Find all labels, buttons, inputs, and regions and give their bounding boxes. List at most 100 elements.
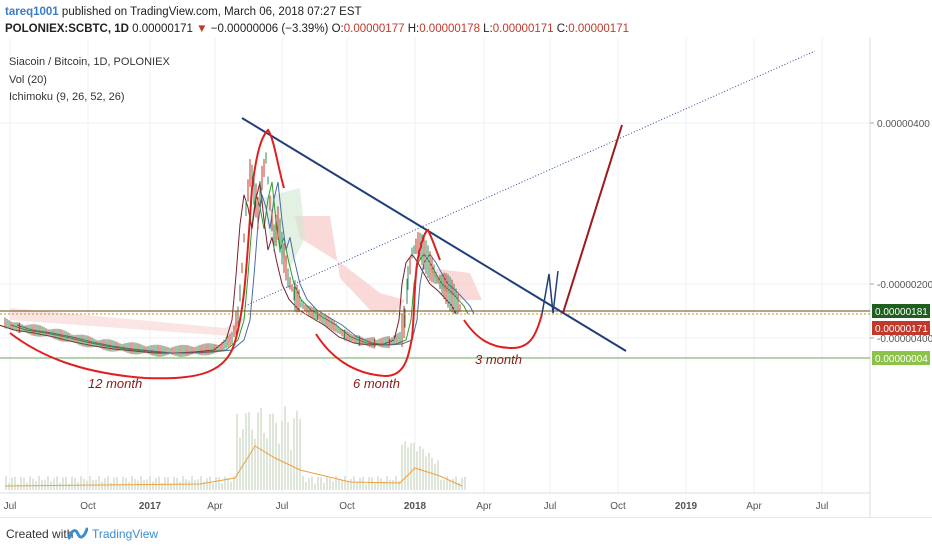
- cloud-region: [10, 308, 250, 336]
- volume-bar: [377, 476, 379, 490]
- volume-bar: [287, 422, 289, 490]
- volume-bar: [344, 476, 346, 490]
- volume-bar: [452, 478, 454, 490]
- volume-bar: [269, 413, 271, 490]
- volume-bar: [263, 433, 265, 490]
- volume-bar: [143, 480, 145, 490]
- volume-bar: [383, 481, 385, 490]
- volume-bar: [353, 476, 355, 490]
- volume-bar: [68, 483, 70, 490]
- volume-bar: [446, 476, 448, 490]
- volume-bar: [188, 480, 190, 490]
- author-link[interactable]: tareq1001: [5, 6, 59, 18]
- volume-bar: [440, 479, 442, 490]
- volume-bar: [314, 483, 316, 490]
- publish-line: tareq1001 published on TradingView.com, …: [5, 6, 362, 18]
- volume-bar: [410, 443, 412, 490]
- volume-bar: [239, 437, 241, 490]
- volume-bar: [380, 478, 382, 490]
- x-tick-label: 2018: [404, 501, 427, 512]
- volume-bar: [194, 480, 196, 490]
- legend-ichimoku[interactable]: Ichimoku (9, 26, 52, 26): [9, 91, 125, 103]
- volume-bar: [14, 476, 16, 490]
- volume-bar: [365, 483, 367, 490]
- volume-bar: [101, 481, 103, 490]
- price-axis[interactable]: 0.000010000.000008000.000006000.00000400…: [870, 38, 932, 345]
- price-chart[interactable]: 0.000010000.000008000.000006000.00000400…: [0, 38, 932, 518]
- volume-bar: [137, 480, 139, 490]
- volume-bar: [347, 480, 349, 490]
- volume-bar: [209, 476, 211, 490]
- volume-ma: [4, 445, 463, 487]
- open-label: O:: [331, 23, 344, 35]
- low-value: 0.00000171: [492, 23, 554, 35]
- low-label: L:: [483, 23, 493, 35]
- volume-bar: [65, 476, 67, 490]
- change-value: −0.00000006 (−3.39%): [210, 23, 329, 35]
- legend-volume[interactable]: Vol (20): [9, 74, 47, 86]
- volume-bar: [335, 476, 337, 490]
- volume-bar: [110, 482, 112, 490]
- volume-bar: [140, 476, 142, 490]
- volume-bar: [227, 478, 229, 490]
- volume-bar: [320, 477, 322, 490]
- volume-bar: [311, 476, 313, 490]
- x-tick-label: Oct: [339, 501, 355, 512]
- volume-bar: [434, 463, 436, 490]
- cycle-curve: [315, 228, 441, 378]
- projection-line: [541, 270, 559, 315]
- close-value: 0.00000171: [568, 23, 629, 35]
- volume-bar: [5, 476, 7, 490]
- volume-bar: [230, 481, 232, 490]
- volume-bar: [41, 479, 43, 490]
- x-tick-label: Apr: [476, 501, 492, 512]
- volume-bar: [128, 482, 130, 490]
- volume-bar: [218, 477, 220, 490]
- volume-bar: [131, 476, 133, 490]
- volume-bar: [29, 476, 31, 490]
- volume-bar: [362, 476, 364, 490]
- volume-bar: [293, 418, 295, 490]
- volume-bar: [242, 428, 244, 490]
- cycle-curve: [9, 128, 285, 380]
- volume-bar: [368, 476, 370, 490]
- volume-bar: [458, 482, 460, 490]
- grid: [0, 38, 871, 518]
- volume-bar: [212, 483, 214, 490]
- price-tag: [872, 321, 930, 335]
- volume-bar: [71, 476, 73, 490]
- close-label: C:: [556, 23, 569, 35]
- volume-bar: [167, 477, 169, 490]
- volume-bar: [392, 479, 394, 490]
- downtrend-line: [241, 117, 627, 352]
- volume-bar: [413, 442, 415, 490]
- price-tag: [872, 304, 930, 318]
- volume-bar: [152, 481, 154, 490]
- volume-bar: [62, 477, 64, 490]
- volume-bar: [56, 476, 58, 490]
- open-value: 0.00000177: [343, 23, 405, 35]
- tradingview-brand[interactable]: TradingView: [92, 527, 159, 541]
- volume-bar: [278, 443, 280, 490]
- volume-bar: [326, 476, 328, 490]
- high-label: H:: [407, 23, 420, 35]
- volume-bar: [113, 477, 115, 490]
- volume-bar: [254, 438, 256, 490]
- volume-bar: [419, 446, 421, 490]
- x-tick-label: 2017: [139, 501, 162, 512]
- annotations: 12 month 6 month 3 month: [88, 352, 522, 391]
- volume-bar: [371, 477, 373, 490]
- volume-bar: [122, 476, 124, 490]
- volume-bar: [284, 406, 286, 490]
- volume-bar: [257, 412, 259, 490]
- time-axis[interactable]: Jul Oct 2017 Apr Jul Oct 2018 Apr Jul Oct 2019 Apr J…: [4, 501, 829, 512]
- volume-bar: [275, 422, 277, 490]
- x-tick-label: 2019: [675, 501, 698, 512]
- quote-line: POLONIEX:SCBTC, 1D 0.00000171 ▼ −0.00000…: [5, 23, 629, 35]
- volume-bar: [38, 476, 40, 490]
- volume-bar: [191, 476, 193, 490]
- volume-bar: [281, 420, 283, 490]
- volume-bar: [116, 477, 118, 490]
- volume-bar: [443, 479, 445, 490]
- price-tag: [872, 351, 930, 365]
